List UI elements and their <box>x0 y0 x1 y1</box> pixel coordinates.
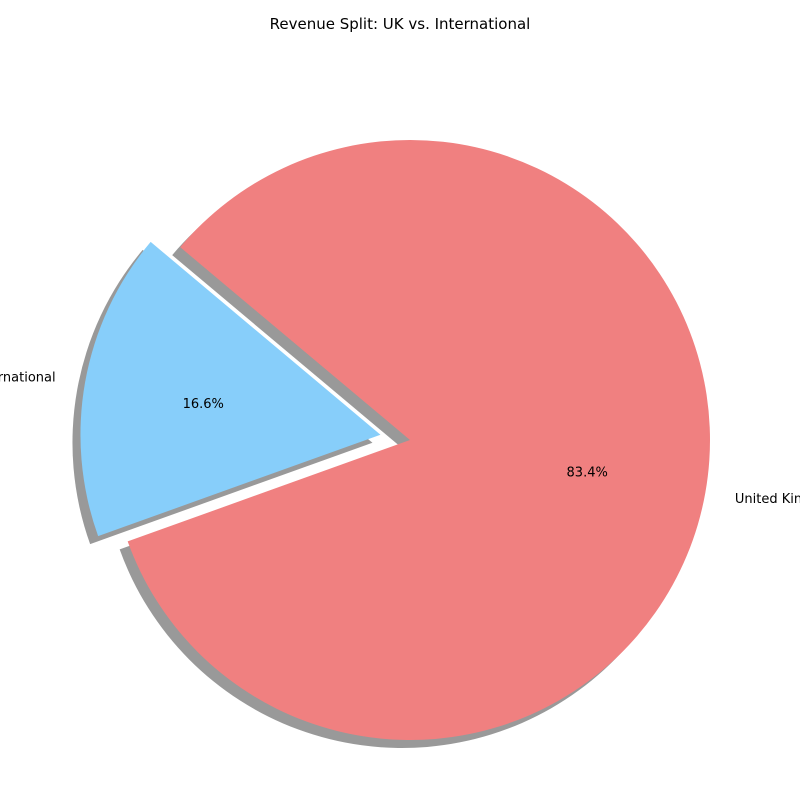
label-layer: International 16.6% United Kingdom 83.4% <box>0 371 800 507</box>
chart-title: Revenue Split: UK vs. International <box>270 15 531 33</box>
pie-slice-united-kingdom <box>127 140 710 741</box>
pct-label-united-kingdom: 83.4% <box>567 466 608 481</box>
slice-label-international: International <box>0 371 56 386</box>
slice-layer <box>80 140 710 741</box>
pct-label-international: 16.6% <box>183 397 224 412</box>
slice-label-united-kingdom: United Kingdom <box>735 492 800 507</box>
pie-slice-international <box>80 241 381 537</box>
